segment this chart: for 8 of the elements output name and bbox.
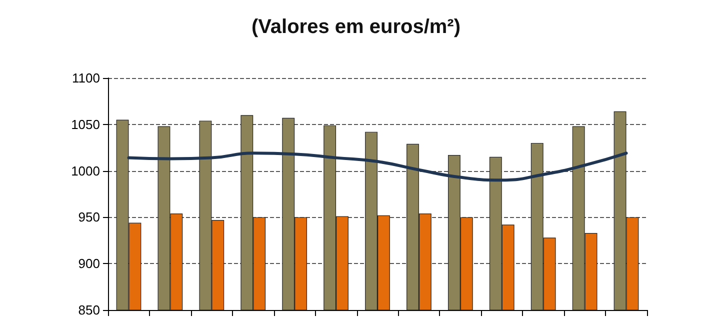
chart-title: (Valores em euros/m²) — [252, 16, 460, 38]
y-tick-label: 850 — [78, 302, 100, 318]
y-tick-label: 950 — [78, 210, 100, 225]
y-tick-label: 1050 — [71, 116, 100, 132]
line-series — [127, 152, 628, 182]
y-tick-label: 1000 — [71, 163, 100, 178]
y-tick-label: 1100 — [72, 70, 100, 86]
y-tick-label: 900 — [78, 256, 100, 272]
